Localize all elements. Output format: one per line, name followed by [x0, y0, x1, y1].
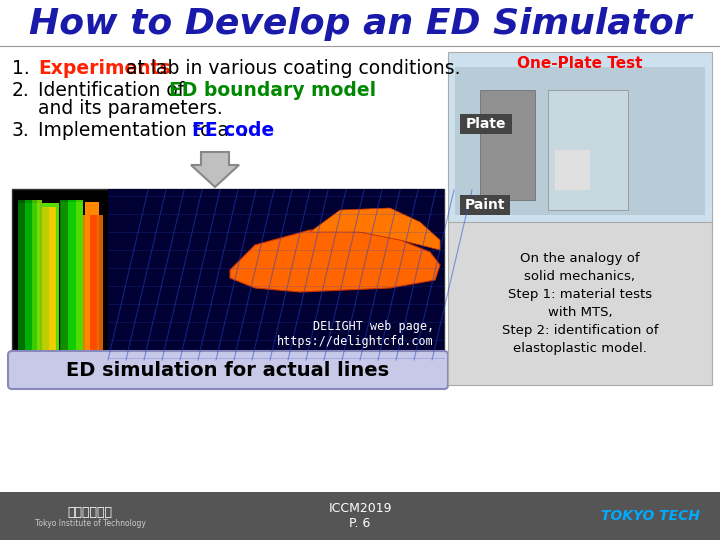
Text: ED simulation for actual lines: ED simulation for actual lines [66, 361, 390, 380]
FancyArrow shape [191, 152, 239, 187]
Text: DELIGHT web page,
https://delightcfd.com: DELIGHT web page, https://delightcfd.com [277, 320, 434, 348]
Text: FE code: FE code [192, 120, 274, 139]
Bar [455, 67, 705, 215]
Bar [0, 492, 720, 540]
Text: Identification of: Identification of [38, 80, 190, 99]
Text: ICCM2019
P. 6: ICCM2019 P. 6 [328, 502, 392, 530]
Bar [448, 52, 712, 224]
Polygon shape [230, 230, 440, 292]
Bar [32, 200, 37, 355]
FancyBboxPatch shape [8, 351, 448, 389]
Bar [460, 114, 512, 134]
Bar [12, 189, 444, 362]
Bar [548, 90, 628, 210]
Bar [18, 203, 40, 355]
Text: On the analogy of
solid mechanics,
Step 1: material tests
with MTS,
Step 2: iden: On the analogy of solid mechanics, Step … [502, 252, 658, 355]
Text: 2.: 2. [12, 80, 30, 99]
Bar [83, 215, 90, 355]
Bar [460, 195, 510, 215]
Text: 3.: 3. [12, 120, 30, 139]
Bar [49, 207, 56, 355]
Bar [25, 200, 32, 355]
Text: Implementation to a: Implementation to a [38, 120, 235, 139]
Text: and its parameters.: and its parameters. [38, 98, 222, 118]
Bar [90, 215, 97, 355]
Bar [448, 222, 712, 385]
Bar [61, 202, 83, 358]
Bar [68, 200, 76, 355]
Text: Paint: Paint [464, 198, 505, 212]
Bar [42, 207, 49, 355]
Bar [37, 200, 42, 355]
Text: TOKYO TECH: TOKYO TECH [600, 509, 699, 523]
Bar [555, 150, 590, 190]
Text: 1.: 1. [12, 58, 30, 78]
Bar [97, 215, 103, 355]
Bar [85, 202, 99, 354]
Bar [18, 200, 25, 355]
Text: Experiments: Experiments [38, 58, 171, 78]
Text: at lab in various coating conditions.: at lab in various coating conditions. [120, 58, 461, 78]
Bar [76, 200, 83, 355]
Text: ED boundary model: ED boundary model [169, 80, 376, 99]
Bar [60, 200, 68, 355]
Bar [480, 90, 535, 200]
Text: How to Develop an ED Simulator: How to Develop an ED Simulator [29, 7, 691, 41]
Polygon shape [310, 208, 440, 250]
Text: 東京工業大学: 東京工業大学 [68, 505, 112, 518]
Bar [108, 189, 444, 362]
Text: Tokyo Institute of Technology: Tokyo Institute of Technology [35, 519, 145, 529]
Text: Plate: Plate [466, 117, 506, 131]
Bar [42, 203, 59, 350]
Text: One-Plate Test: One-Plate Test [517, 57, 643, 71]
Text: .: . [242, 120, 248, 139]
